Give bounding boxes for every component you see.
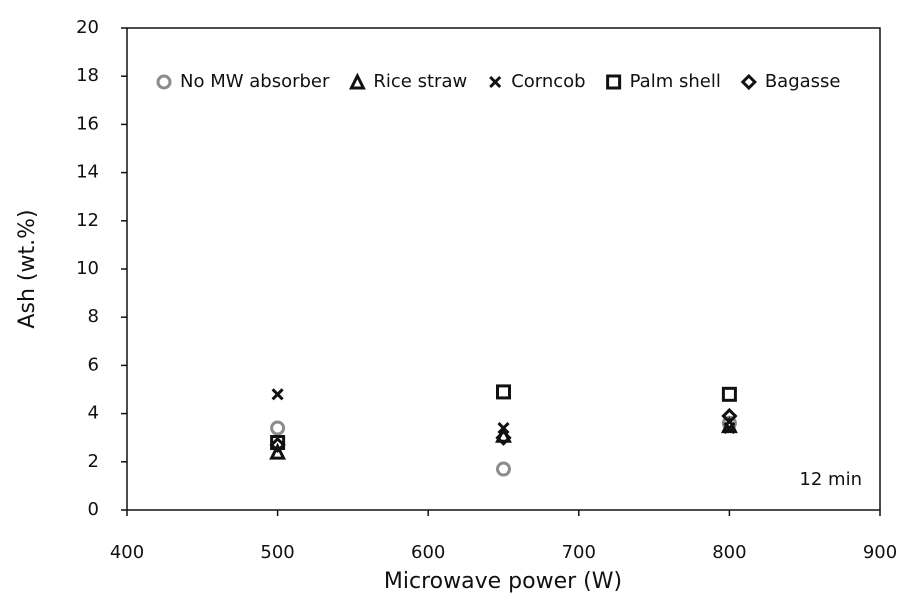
legend-marker xyxy=(348,72,366,90)
x-tick-label: 600 xyxy=(411,542,445,563)
y-tick-label: 12 xyxy=(76,210,99,231)
point xyxy=(269,436,286,454)
plot-frame xyxy=(126,27,881,511)
point xyxy=(271,388,284,401)
point xyxy=(496,461,511,477)
y-tick-label: 20 xyxy=(76,17,99,38)
legend-marker xyxy=(156,74,172,90)
point xyxy=(723,421,736,435)
y-tick-label: 14 xyxy=(76,162,99,183)
legend-label: Corncob xyxy=(511,71,585,92)
y-tick-label: 10 xyxy=(76,258,99,279)
point xyxy=(497,421,510,435)
y-tick-label: 16 xyxy=(76,113,99,134)
point xyxy=(270,435,286,451)
legend-marker xyxy=(489,75,502,89)
annotation: 12 min xyxy=(799,469,862,490)
y-tick-label: 4 xyxy=(88,403,99,424)
point xyxy=(721,407,738,425)
legend-label: Rice straw xyxy=(373,71,467,92)
y-tick-label: 8 xyxy=(88,306,99,327)
point xyxy=(721,386,737,402)
x-tick-label: 500 xyxy=(260,542,294,563)
x-tick-label: 900 xyxy=(863,542,897,563)
point xyxy=(495,429,512,446)
y-axis-title: Ash (wt.%) xyxy=(15,209,40,328)
y-tick-label: 0 xyxy=(88,499,99,520)
y-tick-label: 6 xyxy=(88,354,99,375)
x-tick-label: 700 xyxy=(562,542,596,563)
legend-label: No MW absorber xyxy=(180,71,330,92)
legend-marker xyxy=(740,73,757,91)
x-tick-label: 400 xyxy=(110,542,144,563)
x-axis-title: Microwave power (W) xyxy=(384,569,622,594)
legend-marker xyxy=(606,74,622,90)
y-tick-label: 2 xyxy=(88,451,99,472)
legend-label: Bagasse xyxy=(765,71,841,92)
point xyxy=(270,420,286,436)
y-tick-label: 18 xyxy=(76,65,99,86)
point xyxy=(269,442,287,460)
point xyxy=(496,384,511,400)
legend-label: Palm shell xyxy=(630,71,721,92)
x-tick-label: 800 xyxy=(712,542,746,563)
